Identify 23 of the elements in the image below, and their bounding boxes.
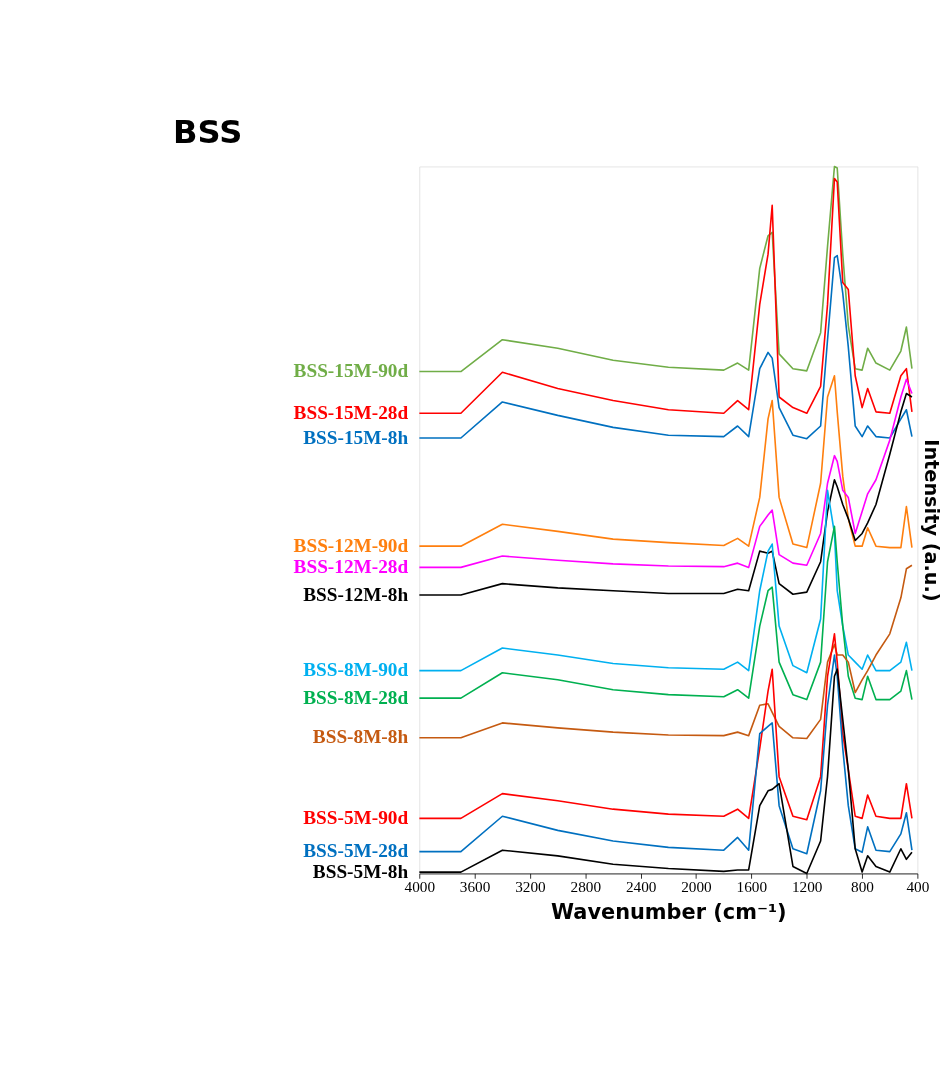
series-label: BSS-5M-90d [303, 806, 409, 828]
series-label: BSS-5M-28d [303, 840, 409, 862]
x-axis-title: Wavenumber (cm⁻¹) [551, 899, 787, 924]
x-tick-label: 3200 [515, 878, 547, 896]
x-tick-label: 800 [851, 878, 875, 896]
series-label: BSS-12M-90d [293, 534, 409, 556]
chart-title: BSS [172, 113, 243, 152]
series-label: BSS-15M-8h [303, 426, 409, 448]
series-label: BSS-15M-28d [293, 401, 409, 423]
series-label: BSS-8M-8h [312, 726, 409, 748]
y-axis-title: Intensity (a.u.) [920, 439, 944, 602]
series-label: BSS-12M-8h [303, 583, 409, 605]
x-tick-label: 2800 [570, 878, 602, 896]
x-tick-label: 1200 [791, 878, 823, 896]
x-tick-label: 2000 [681, 878, 713, 896]
series-label: BSS-8M-90d [303, 659, 409, 681]
x-tick-label: 3600 [459, 878, 491, 896]
x-tick-label: 2400 [625, 878, 657, 896]
x-tick-label: 400 [906, 878, 930, 896]
series-label: BSS-12M-28d [293, 556, 409, 578]
x-tick-label: 1600 [736, 878, 768, 896]
series-label: BSS-8M-28d [303, 686, 409, 708]
series-label: BSS-15M-90d [293, 360, 409, 382]
